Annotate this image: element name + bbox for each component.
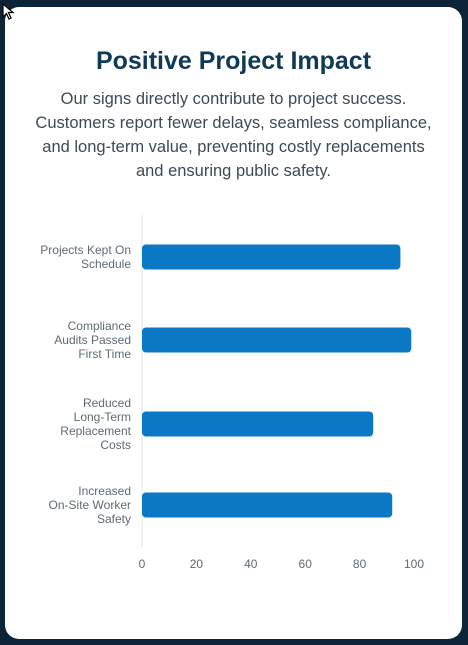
x-tick-label-3: 60 <box>299 557 313 571</box>
bar-2 <box>142 411 374 437</box>
x-tick-label-2: 40 <box>244 557 258 571</box>
impact-card: Positive Project Impact Our signs direct… <box>5 7 462 639</box>
x-tick-label-4: 80 <box>353 557 367 571</box>
page-subtitle: Our signs directly contribute to project… <box>35 90 432 180</box>
bar-3 <box>142 492 393 518</box>
category-label-0: Projects Kept On Schedule <box>40 243 131 271</box>
x-tick-label-5: 100 <box>404 557 424 571</box>
bar-1 <box>142 327 412 353</box>
impact-bar-chart: Projects Kept On Schedule Compliance Audits… <box>40 215 424 571</box>
mouse-cursor-icon <box>2 3 15 20</box>
bar-0 <box>142 244 401 270</box>
page-title: Positive Project Impact <box>95 47 372 75</box>
x-tick-label-1: 20 <box>190 557 204 571</box>
category-label-2: Reduced Long-Term Replacement Costs <box>60 396 131 452</box>
category-label-3: Increased On-Site Worker Safety <box>49 484 131 526</box>
x-tick-label-0: 0 <box>139 557 146 571</box>
category-label-1: Compliance Audits Passed First Time <box>54 319 131 361</box>
